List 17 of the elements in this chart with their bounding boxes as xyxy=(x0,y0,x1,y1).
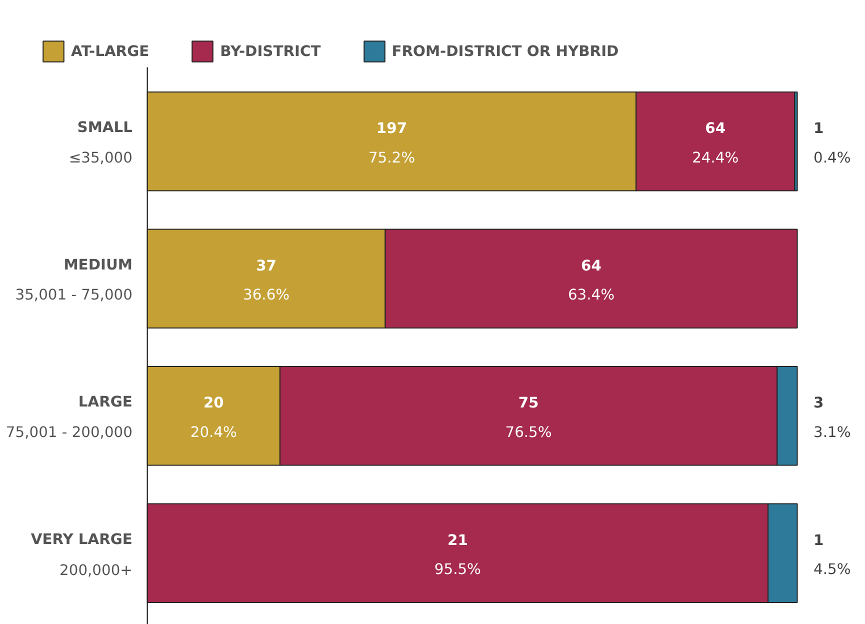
data-label: 64 63.4% xyxy=(568,257,615,304)
data-label: 1 0.4% xyxy=(814,120,851,166)
y-tick-label: VERY LARGE 200,000+ xyxy=(30,530,132,580)
data-label: 75 76.5% xyxy=(505,394,552,441)
y-tick-label: MEDIUM 35,001 - 75,000 xyxy=(15,256,132,304)
data-label: 1 4.5% xyxy=(814,532,851,578)
data-label: 197 75.2% xyxy=(368,120,416,166)
data-label: 3 3.1% xyxy=(814,394,851,441)
data-label: 20 20.4% xyxy=(190,394,238,441)
legend-label: AT-LARGE xyxy=(71,42,150,60)
data-label: 21 95.5% xyxy=(434,532,482,578)
legend-label: FROM-DISTRICT OR HYBRID xyxy=(392,42,619,60)
data-label: 37 36.6% xyxy=(243,257,290,304)
y-tick-label: SMALL ≤35,000 xyxy=(68,119,132,166)
legend-label: BY-DISTRICT xyxy=(220,42,321,60)
data-label: 64 24.4% xyxy=(692,120,739,166)
y-tick-label: LARGE 75,001 - 200,000 xyxy=(6,394,132,441)
